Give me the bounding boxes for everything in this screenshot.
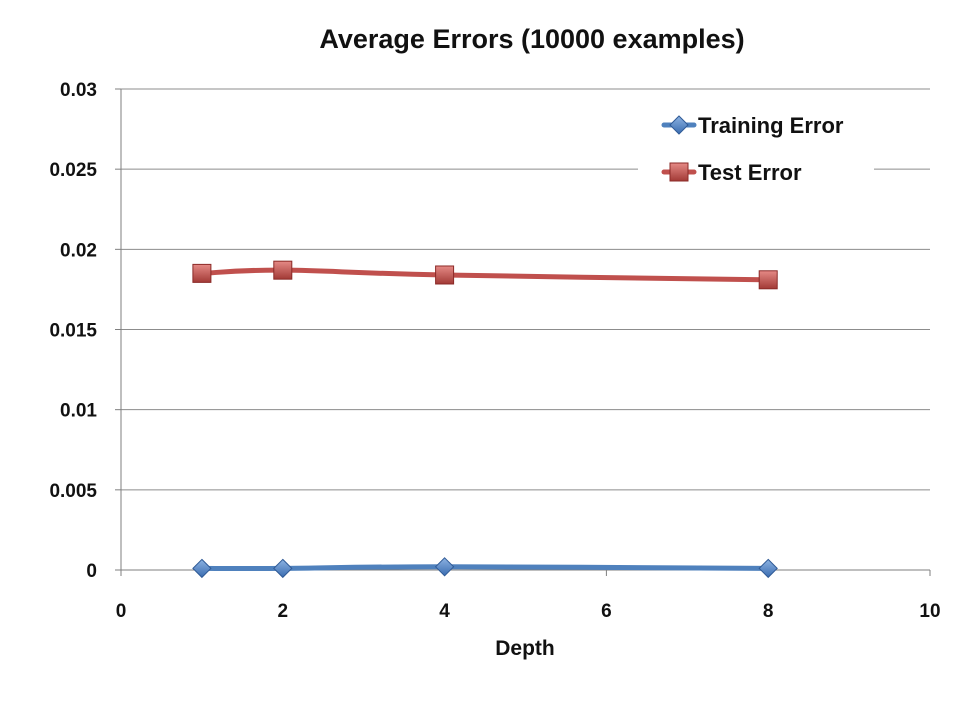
y-tick-label: 0.025 bbox=[49, 160, 97, 181]
y-tick-label: 0.02 bbox=[60, 240, 97, 261]
series-training-error bbox=[192, 557, 778, 579]
x-tick-label: 2 bbox=[278, 601, 289, 622]
y-tick-label: 0.015 bbox=[49, 321, 97, 342]
series-test-error bbox=[192, 260, 778, 290]
data-point bbox=[273, 558, 293, 579]
x-tick-label: 10 bbox=[919, 601, 940, 622]
data-point bbox=[192, 263, 212, 283]
data-point bbox=[758, 558, 778, 579]
y-tick-label: 0.03 bbox=[60, 80, 97, 101]
series-line bbox=[199, 564, 771, 572]
x-tick-label: 4 bbox=[439, 601, 450, 622]
chart-title: Average Errors (10000 examples) bbox=[319, 24, 744, 54]
y-tick-label: 0 bbox=[86, 561, 97, 582]
x-tick-label: 0 bbox=[116, 601, 127, 622]
series-lines bbox=[192, 260, 778, 579]
data-point bbox=[434, 557, 455, 577]
legend-swatch-marker bbox=[669, 162, 689, 182]
gridlines bbox=[121, 88, 930, 491]
legend-label: Training Error bbox=[698, 113, 844, 138]
data-point bbox=[273, 260, 293, 280]
legend: Training Error Test Error bbox=[638, 100, 874, 200]
x-tick-label: 8 bbox=[763, 601, 774, 622]
x-axis-label: Depth bbox=[495, 637, 555, 660]
y-tick-label: 0.01 bbox=[60, 401, 97, 422]
x-tick-label: 6 bbox=[601, 601, 612, 622]
legend-label: Test Error bbox=[698, 160, 802, 185]
legend-background bbox=[638, 100, 874, 200]
data-point bbox=[435, 265, 455, 285]
data-point bbox=[192, 558, 212, 579]
legend-swatch-marker bbox=[669, 115, 689, 135]
y-tick-label: 0.005 bbox=[49, 481, 97, 502]
data-point bbox=[758, 270, 778, 290]
series-line bbox=[199, 267, 771, 283]
